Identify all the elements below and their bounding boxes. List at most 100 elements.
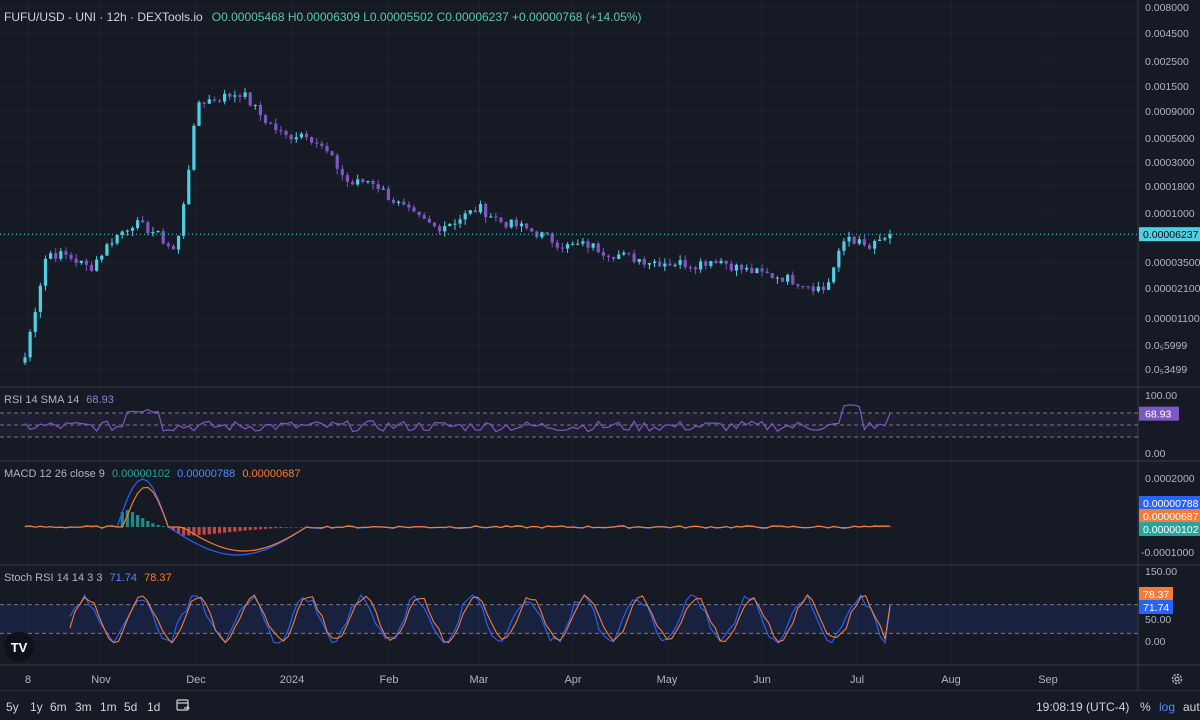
- macd-histogram-bar: [770, 526, 774, 528]
- candle-body: [888, 234, 892, 239]
- candle-body: [217, 100, 222, 102]
- candle-body: [704, 261, 708, 266]
- candle-body: [212, 99, 216, 101]
- timeframe-5y[interactable]: 5y: [6, 700, 19, 714]
- candle-body: [33, 311, 37, 332]
- price-tick-label: 0.0001000: [1145, 208, 1195, 220]
- macd-histogram-bar: [212, 527, 216, 534]
- price-tick-label: 0.00003500: [1145, 257, 1200, 269]
- candle-body: [361, 179, 365, 183]
- candle-body: [146, 222, 150, 234]
- candle-body: [136, 220, 140, 228]
- candle-body: [304, 133, 309, 138]
- candle-body: [719, 260, 723, 264]
- candle-body: [74, 258, 78, 263]
- timeframe-3m[interactable]: 3m: [75, 700, 92, 714]
- macd-histogram-bar: [473, 526, 478, 528]
- macd-histogram-bar: [125, 510, 129, 527]
- candle-body: [489, 216, 493, 218]
- macd-histogram-bar: [560, 526, 565, 528]
- rsi-pane[interactable]: [0, 404, 1138, 438]
- candle-body: [668, 263, 672, 266]
- timeframe-1y[interactable]: 1y: [30, 700, 43, 714]
- stoch-value-badge: [1139, 587, 1173, 601]
- macd-histogram-bar: [750, 526, 754, 528]
- macd-hist-value: 0.00000102: [111, 468, 171, 480]
- candle-body: [468, 210, 472, 214]
- candle-body: [765, 271, 769, 274]
- price-tick-label: 0.001500: [1145, 81, 1189, 93]
- candle-body: [826, 282, 831, 290]
- candle-body: [279, 130, 283, 132]
- candle-body: [294, 137, 298, 140]
- candle-body: [182, 204, 186, 236]
- macd-histogram-bar: [878, 526, 882, 528]
- candle-body: [596, 243, 600, 253]
- candle-body: [120, 231, 124, 235]
- macd-histogram-bar: [156, 524, 160, 527]
- candle-body: [325, 145, 329, 152]
- candle-body: [473, 210, 478, 213]
- candle-body: [540, 232, 544, 238]
- rsi-tick-label: 100.00: [1145, 390, 1177, 402]
- candle-body: [647, 263, 652, 265]
- macd-histogram-bar: [320, 527, 324, 528]
- candle-body: [545, 232, 549, 234]
- time-tick-label: May: [657, 674, 678, 686]
- percent-toggle[interactable]: %: [1140, 700, 1151, 714]
- price-axis[interactable]: 0.008000 0.004500 0.002500 0.001500 0.000900…: [1139, 2, 1200, 648]
- rsi-legend[interactable]: RSI 14 SMA 14 68.93: [4, 394, 114, 406]
- stoch-legend[interactable]: Stoch RSI 14 14 3 3 71.74 78.37: [4, 572, 172, 584]
- stoch-tick-label: 150.00: [1145, 566, 1177, 578]
- stoch-pane[interactable]: [0, 593, 1138, 645]
- candle-body: [780, 277, 785, 282]
- candle-body: [663, 263, 667, 267]
- candle-body: [130, 227, 135, 231]
- auto-toggle[interactable]: aut: [1183, 700, 1200, 714]
- macd-value-label: 0.00000788: [1143, 498, 1199, 510]
- candle-body: [878, 239, 882, 242]
- timeframe-6m[interactable]: 6m: [50, 700, 67, 714]
- macd-value-badge: [1139, 509, 1200, 523]
- candle-body: [642, 258, 646, 265]
- candle-body: [530, 228, 534, 232]
- macd-legend[interactable]: MACD 12 26 close 9 0.00000102 0.00000788…: [4, 468, 300, 480]
- candle-body: [350, 181, 355, 185]
- timeframe-5d[interactable]: 5d: [124, 700, 138, 714]
- macd-histogram-bar: [540, 527, 544, 528]
- candle-body: [755, 268, 759, 274]
- log-toggle[interactable]: log: [1159, 700, 1176, 714]
- date-range-icon[interactable]: [175, 697, 191, 716]
- macd-histogram-bar: [693, 526, 698, 528]
- macd-histogram-bar: [258, 527, 263, 530]
- tradingview-logo[interactable]: TV: [4, 632, 34, 662]
- candle-body: [156, 230, 160, 233]
- candle-body: [581, 241, 585, 244]
- candle-body: [632, 253, 636, 262]
- toolbar-divider: [0, 690, 1200, 691]
- timeframe-1d[interactable]: 1d: [147, 700, 161, 714]
- macd-histogram-bar: [760, 527, 764, 528]
- candle-body: [637, 258, 641, 262]
- candle-body: [43, 258, 48, 286]
- rsi-tick-label: 0.00: [1145, 448, 1166, 460]
- price-pane[interactable]: [0, 88, 1138, 366]
- time-axis[interactable]: 8 Nov Dec 2024 Feb Mar Apr May Jun Jul Aug Sep: [25, 674, 1058, 686]
- grid-lines: [0, 0, 1138, 665]
- timeframe-1m[interactable]: 1m: [100, 700, 117, 714]
- candle-body: [356, 179, 360, 185]
- macd-histogram-bar: [130, 512, 135, 527]
- price-tick-label: 0.0₅5999: [1145, 340, 1187, 352]
- macd-pane[interactable]: [23, 478, 892, 556]
- macd-histogram-bar: [704, 527, 708, 528]
- macd-tick-label: -0.0001000: [1141, 547, 1194, 559]
- candle-body: [207, 99, 211, 104]
- candle-body: [519, 223, 524, 227]
- symbol-title[interactable]: FUFU/USD - UNI · 12h · DEXTools.io: [4, 10, 203, 24]
- candle-body: [28, 331, 32, 358]
- time-tick-label: Sep: [1038, 674, 1058, 686]
- candle-body: [724, 260, 728, 264]
- macd-histogram-bar: [243, 527, 247, 531]
- settings-gear-icon[interactable]: [1170, 672, 1184, 691]
